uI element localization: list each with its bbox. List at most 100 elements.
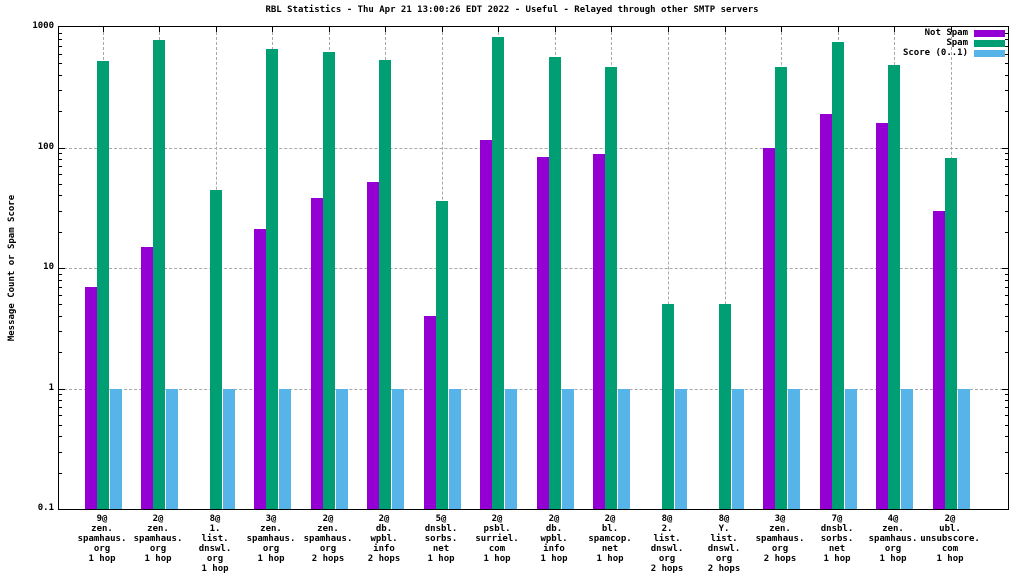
y-minor-tick (59, 166, 62, 167)
y-minor-tick (1005, 280, 1008, 281)
bar-not-spam (933, 211, 945, 509)
top-tick (272, 27, 273, 32)
bar-spam (605, 67, 617, 509)
y-minor-tick (1005, 400, 1008, 401)
y-minor-tick (59, 232, 62, 233)
y-minor-tick (59, 111, 62, 112)
y-major-tick (59, 148, 65, 149)
x-category-label: 2@ zen. spamhaus. org 1 hop (133, 514, 183, 564)
bar-score-0-1 (675, 389, 687, 509)
y-minor-tick (59, 174, 62, 175)
y-minor-tick (1005, 304, 1008, 305)
h-gridline (59, 389, 1008, 390)
y-minor-tick (59, 159, 62, 160)
bar-score-0-1 (392, 389, 404, 509)
bar-spam (775, 67, 787, 509)
y-minor-tick (1005, 90, 1008, 91)
bar-score-0-1 (166, 389, 178, 509)
bar-score-0-1 (618, 389, 630, 509)
y-minor-tick (59, 46, 62, 47)
bar-score-0-1 (732, 389, 744, 509)
y-minor-tick (1005, 316, 1008, 317)
y-minor-tick (1005, 394, 1008, 395)
y-minor-tick (1005, 425, 1008, 426)
bar-score-0-1 (788, 389, 800, 509)
top-tick (385, 27, 386, 32)
y-minor-tick (1005, 211, 1008, 212)
y-minor-tick (1005, 274, 1008, 275)
bar-spam (662, 304, 674, 509)
bar-score-0-1 (958, 389, 970, 509)
y-minor-tick (59, 90, 62, 91)
bar-spam (379, 60, 391, 509)
bar-not-spam (424, 316, 436, 509)
x-category-label: 2@ db. wpbl. info 2 hops (367, 514, 401, 564)
bar-spam (549, 57, 561, 509)
legend-row-score: Score (0..1) (903, 48, 1005, 58)
y-minor-tick (1005, 33, 1008, 34)
bar-not-spam (537, 157, 549, 509)
bar-spam (323, 52, 335, 509)
x-category-label: 2@ bl. spamcop. net 1 hop (588, 514, 632, 564)
y-minor-tick (1005, 415, 1008, 416)
x-category-label: 3@ zen. spamhaus. org 1 hop (246, 514, 296, 564)
y-minor-tick (59, 63, 62, 64)
y-minor-tick (59, 473, 62, 474)
y-minor-tick (59, 425, 62, 426)
bar-not-spam (763, 148, 775, 509)
bar-spam (436, 201, 448, 509)
y-minor-tick (1005, 153, 1008, 154)
bar-not-spam (85, 287, 97, 509)
y-major-tick (1002, 389, 1008, 390)
y-minor-tick (59, 211, 62, 212)
legend-row-not-spam: Not Spam (903, 28, 1005, 38)
y-minor-tick (1005, 331, 1008, 332)
bar-not-spam (480, 140, 492, 509)
top-tick (159, 27, 160, 32)
x-category-label: 2@ zen. spamhaus. org 2 hops (303, 514, 353, 564)
y-minor-tick (1005, 111, 1008, 112)
bar-not-spam (820, 114, 832, 509)
bar-spam (945, 158, 957, 509)
y-minor-tick (1005, 159, 1008, 160)
bar-score-0-1 (505, 389, 517, 509)
y-minor-tick (59, 304, 62, 305)
y-minor-tick (1005, 195, 1008, 196)
y-minor-tick (59, 39, 62, 40)
top-tick (555, 27, 556, 32)
x-category-label: 2@ ubl. unsubscore. com 1 hop (920, 514, 980, 564)
bar-spam (266, 49, 278, 509)
y-minor-tick (59, 415, 62, 416)
h-gridline (59, 268, 1008, 269)
y-minor-tick (1005, 54, 1008, 55)
y-minor-tick (59, 394, 62, 395)
y-minor-tick (59, 452, 62, 453)
legend-swatch-score (974, 49, 1005, 57)
bar-score-0-1 (336, 389, 348, 509)
x-category-label: 3@ zen. spamhaus. org 2 hops (755, 514, 805, 564)
top-tick (894, 27, 895, 32)
y-major-tick (59, 389, 65, 390)
v-gridline (668, 27, 669, 509)
y-minor-tick (1005, 232, 1008, 233)
top-tick (838, 27, 839, 32)
y-minor-tick (59, 287, 62, 288)
y-major-tick (1002, 268, 1008, 269)
y-minor-tick (1005, 63, 1008, 64)
bar-score-0-1 (223, 389, 235, 509)
top-tick (103, 27, 104, 32)
y-tick-label: 1000 (32, 21, 54, 31)
y-minor-tick (59, 436, 62, 437)
bar-not-spam (876, 123, 888, 509)
bar-not-spam (254, 229, 266, 509)
bar-score-0-1 (110, 389, 122, 509)
y-minor-tick (59, 75, 62, 76)
y-minor-tick (1005, 452, 1008, 453)
y-minor-tick (1005, 436, 1008, 437)
bar-spam (888, 65, 900, 509)
y-minor-tick (59, 153, 62, 154)
legend: Not Spam Spam Score (0..1) (903, 28, 1005, 58)
top-tick (725, 27, 726, 32)
y-minor-tick (59, 33, 62, 34)
